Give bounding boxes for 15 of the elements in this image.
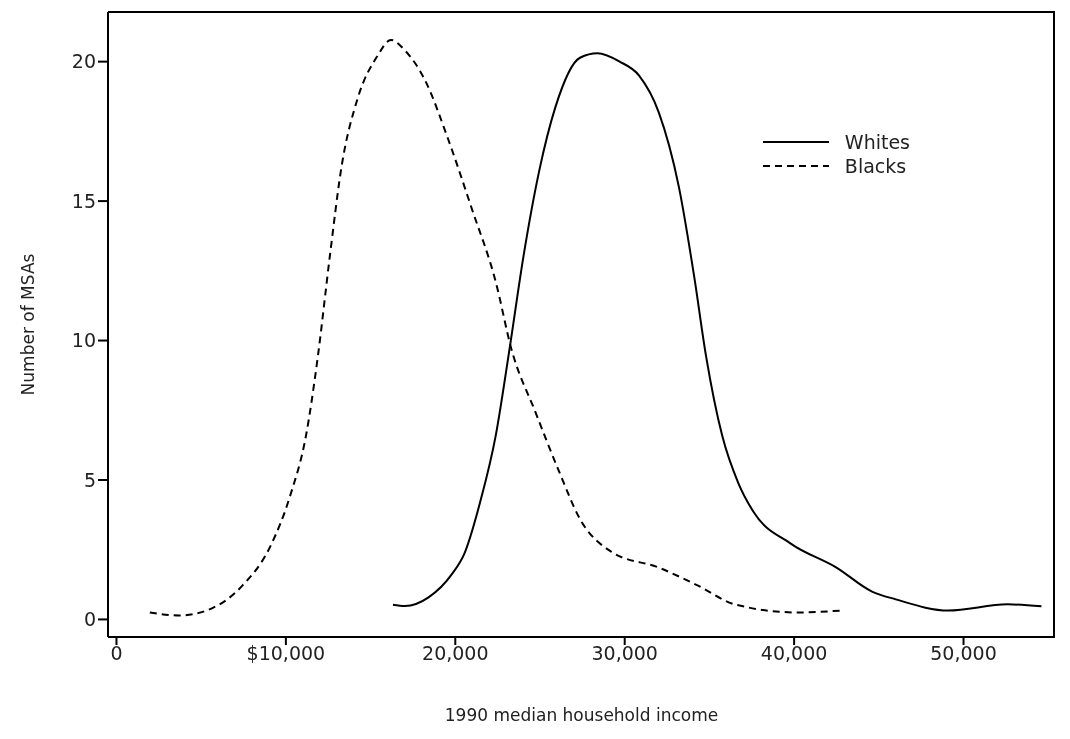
x-tick-label: 50,000 xyxy=(930,642,997,665)
legend-label: Blacks xyxy=(844,155,907,177)
y-axis-title: Number of MSAs xyxy=(18,253,39,396)
y-tick-label: 10 xyxy=(71,329,96,352)
x-tick-label: 40,000 xyxy=(760,642,828,665)
x-tick-label: 30,000 xyxy=(591,642,658,665)
x-tick-label: $10,000 xyxy=(246,642,326,665)
y-tick-label: 0 xyxy=(83,608,96,631)
y-tick-label: 5 xyxy=(83,468,96,491)
x-tick-label: 20,000 xyxy=(422,642,489,665)
x-axis-title: 1990 median household income xyxy=(444,705,719,725)
x-tick-label: 0 xyxy=(110,642,123,665)
y-tick-label: 15 xyxy=(71,189,96,212)
legend-label: Whites xyxy=(844,131,910,153)
y-tick-label: 20 xyxy=(71,50,96,73)
